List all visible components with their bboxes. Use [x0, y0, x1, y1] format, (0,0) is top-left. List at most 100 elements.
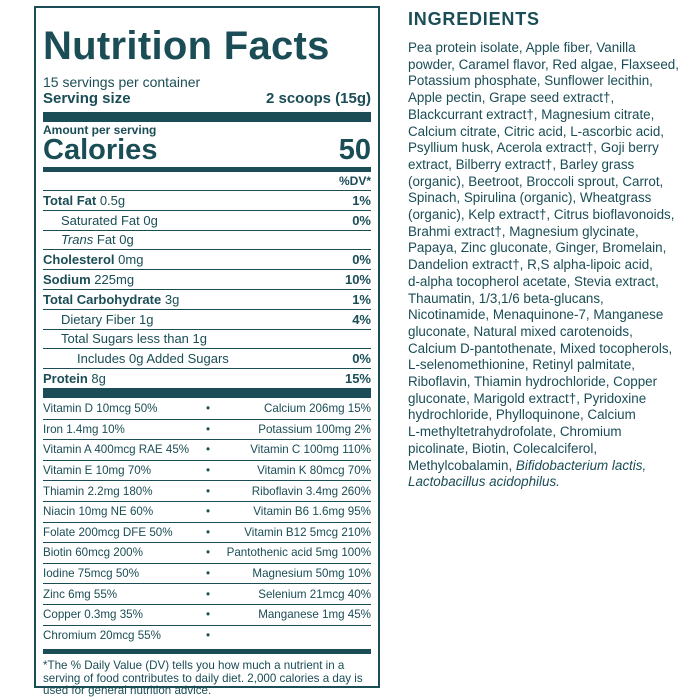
ingredients-line: Riboflavin, Thiamin hydrochloride, Coppe…: [408, 374, 658, 390]
vitamin-grid: Vitamin D 10mcg 50% • Calcium 206mg 15% Ir…: [43, 398, 371, 645]
vitamin-row: Iron 1.4mg 10% • Potassium 100mg 2%: [43, 418, 371, 440]
ingredients-line: L-selenomethionine, Retinyl palmitate,: [408, 357, 636, 373]
vitamin-left: Iodine 75mcg 50%: [43, 567, 140, 581]
bullet-separator: •: [205, 464, 211, 478]
ingredients-line: powder, Caramel flavor, Red algae, Flaxs…: [408, 56, 679, 72]
vitamin-left: Vitamin D 10mcg 50%: [43, 401, 158, 415]
vitamin-right: Vitamin K 80mcg 70%: [257, 464, 371, 478]
nutrient-dv: 10%: [344, 272, 371, 288]
ingredients-line: Potassium phosphate, Sunflower lecithin,: [408, 73, 653, 89]
ingredients-last-prefix: Methylcobalamin,: [408, 457, 516, 473]
calories-row: Calories 50: [43, 134, 371, 166]
calories-label: Calories: [43, 134, 158, 166]
ingredients-line: extract, Bilberry extract†, Barley grass: [408, 156, 635, 172]
nutrient-name: Includes 0g Added Sugars: [77, 351, 229, 367]
bullet-separator: •: [205, 484, 211, 498]
vitamin-right: Pantothenic acid 5mg 100%: [226, 546, 371, 560]
nutrition-facts-label: Nutrition Facts 15 servings per containe…: [34, 6, 380, 697]
nutrient-row-protein: Protein 8g 15%: [43, 368, 371, 388]
vitamin-row: Vitamin A 400mcg RAE 45% • Vitamin C 100mg…: [43, 439, 371, 460]
calories-value: 50: [338, 134, 371, 166]
ingredients-final-italic-line: Lactobacillus acidophilus.: [408, 474, 560, 490]
ingredients-line: L-methyltetrahydrofolate, Chromium: [408, 424, 622, 440]
serving-size-value: 2 scoops (15g): [265, 90, 371, 107]
ingredients-line: Brahmi extract†, Magnesium glycinate,: [408, 223, 639, 239]
nutrient-dv: 0%: [352, 212, 371, 228]
ingredients-line: Papaya, Zinc gluconate, Ginger, Bromelai…: [408, 240, 667, 256]
ingredients-line: Pea protein isolate, Apple fiber, Vanill…: [408, 40, 636, 55]
ingredients-line: Blackcurrant extract†, Magnesium citrate…: [408, 106, 655, 122]
nutrient-amount: 1g: [192, 331, 207, 347]
ingredients-line: Spinach, Spirulina (organic), Wheatgrass: [408, 190, 652, 206]
vitamin-left: Chromium 20mcg 55%: [43, 628, 161, 642]
nutrient-row-saturated-fat: Saturated Fat 0g 0%: [43, 209, 371, 230]
label-title: Nutrition Facts: [43, 24, 330, 68]
vitamin-row: Thiamin 2.2mg 180% • Riboflavin 3.4mg 260%: [43, 480, 371, 501]
bullet-separator: •: [205, 608, 211, 622]
nutrient-name: Total Sugars less than: [61, 331, 189, 347]
bullet-separator: •: [205, 505, 211, 519]
vitamin-right: Vitamin C 100mg 110%: [250, 443, 371, 457]
nutrient-name: Cholesterol: [43, 252, 115, 268]
thick-divider: [43, 112, 371, 122]
nutrient-amount: 0g: [143, 212, 158, 228]
medium-divider: [43, 167, 371, 172]
vitamin-row: Chromium 20mcg 55% •: [43, 624, 371, 646]
vitamin-left: Vitamin A 400mcg RAE 45%: [43, 443, 190, 457]
ingredients-line: Calcium D-pantothenate, Mixed tocopherol…: [408, 340, 673, 356]
vitamin-right: Vitamin B6 1.6mg 95%: [253, 505, 371, 519]
ingredients-line: gluconate, Marigold extract†, Pyridoxine: [408, 390, 647, 406]
nutrient-dv: 0%: [352, 252, 371, 268]
vitamin-row: Biotin 60mcg 200% • Pantothenic acid 5mg 1…: [43, 542, 371, 563]
nutrient-row-total-sugars: Total Sugars less than 1g: [43, 328, 371, 349]
bullet-separator: •: [205, 546, 211, 560]
nutrient-name: Total Fat: [43, 192, 97, 208]
vitamin-left: Zinc 6mg 55%: [43, 587, 118, 601]
vitamin-left: Iron 1.4mg 10%: [43, 422, 125, 436]
vitamin-left: Folate 200mcg DFE 50%: [43, 525, 173, 539]
nutrient-row-trans-fat: Trans Fat 0g: [43, 229, 371, 250]
vitamin-left: Thiamin 2.2mg 180%: [43, 484, 153, 498]
vitamin-row: Vitamin E 10mg 70% • Vitamin K 80mcg 70%: [43, 459, 371, 481]
vitamin-row: Folate 200mcg DFE 50% • Vitamin B12 5mcg 2…: [43, 521, 371, 543]
ingredients-line: Calcium citrate, Citric acid, L-ascorbic…: [408, 123, 664, 139]
nutrient-dv: 4%: [352, 311, 371, 327]
vitamin-right: Vitamin B12 5mcg 210%: [244, 525, 371, 539]
nutrient-amount: 8g: [91, 371, 106, 387]
nutrient-amount: 0.5g: [99, 192, 126, 208]
nutrient-dv: 1%: [352, 291, 371, 307]
nutrient-row-total-fat: Total Fat 0.5g 1%: [43, 190, 371, 210]
ingredients-line: d-alpha tocopherol acetate, Stevia extra…: [408, 273, 659, 289]
ingredients-line: Nicotinamide, Menaquinone-7, Manganese: [408, 307, 664, 323]
ingredients-line: Thaumatin, 1/3,1/6 beta-glucans,: [408, 290, 604, 306]
nutrient-row-cholesterol: Cholesterol 0mg 0%: [43, 249, 371, 269]
nutrient-name: Saturated Fat: [61, 212, 140, 228]
bullet-separator: •: [205, 567, 211, 581]
ingredients-line: (organic), Beetroot, Broccoli sprout, Ca…: [408, 173, 664, 189]
vitamin-row: Iodine 75mcg 50% • Magnesium 50mg 10%: [43, 562, 371, 584]
nutrient-row-dietary-fiber: Dietary Fiber 1g 4%: [43, 308, 371, 329]
thick-divider: [43, 387, 371, 398]
serving-size-label: Serving size: [43, 90, 131, 107]
nutrient-name: Dietary Fiber: [61, 311, 136, 327]
vitamin-row: Vitamin D 10mcg 50% • Calcium 206mg 15%: [43, 398, 371, 419]
serving-size-row: Serving size 2 scoops (15g): [43, 90, 371, 108]
vitamin-left: Niacin 10mg NE 60%: [43, 505, 154, 519]
vitamin-row: Zinc 6mg 55% • Selenium 21mcg 40%: [43, 583, 371, 604]
nutrient-amount: 3g: [164, 291, 180, 307]
ingredients-text: Pea protein isolate, Apple fiber, Vanill…: [408, 40, 700, 491]
servings-per-container: 15 servings per container: [43, 74, 201, 90]
nutrient-dv: 1%: [352, 192, 371, 208]
vitamin-right: Riboflavin 3.4mg 260%: [251, 484, 371, 498]
vitamin-right: Manganese 1mg 45%: [258, 608, 371, 622]
nutrient-row-added-sugars: Includes 0g Added Sugars 0%: [43, 348, 371, 368]
ingredients-line: Dandelion extract†, R,S alpha-lipoic aci…: [408, 257, 653, 273]
vitamin-left: Vitamin E 10mg 70%: [43, 464, 152, 478]
ingredients-line: Psyllium husk, Acerola extract†, Goji be…: [408, 140, 659, 156]
nutrient-row-sodium: Sodium 225mg 10%: [43, 269, 371, 289]
ingredients-line-last: Methylcobalamin, Bifidobacterium lactis,: [408, 458, 700, 475]
ingredients-panel: INGREDIENTS Pea protein isolate, Apple f…: [408, 8, 700, 491]
vitamin-right: Magnesium 50mg 10%: [252, 567, 371, 581]
ingredients-last-italic: Bifidobacterium lactis,: [515, 457, 647, 473]
ingredients-line: gluconate, Natural mixed carotenoids,: [408, 323, 633, 339]
